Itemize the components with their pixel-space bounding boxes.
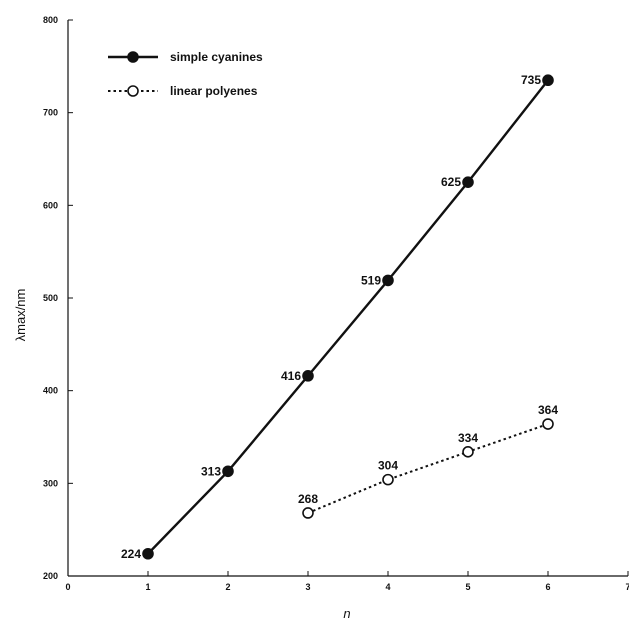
data-point-linear-polyenes-5 — [462, 446, 474, 458]
data-point-simple-cyanines-5 — [462, 176, 474, 188]
data-point-simple-cyanines-6 — [542, 74, 554, 87]
data-label-linear-polyenes-5: 334 — [458, 431, 478, 445]
y-tick-label-200: 200 — [43, 571, 58, 581]
series-line-simple-cyanines — [147, 79, 549, 555]
y-tick-label-500: 500 — [43, 293, 58, 303]
data-label-simple-cyanines-1: 224 — [121, 547, 141, 561]
data-point-linear-polyenes-3 — [302, 507, 314, 519]
data-point-simple-cyanines-1 — [142, 547, 154, 560]
x-tick-label-7: 7 — [625, 582, 629, 592]
legend-label-simple-cyanines: simple cyanines — [170, 50, 263, 64]
data-label-simple-cyanines-3: 416 — [281, 369, 301, 383]
y-tick-label-300: 300 — [43, 478, 58, 488]
data-label-simple-cyanines-5: 625 — [441, 175, 461, 189]
x-axis-title: n — [343, 606, 350, 619]
data-label-simple-cyanines-4: 519 — [361, 273, 381, 287]
series-line-linear-polyenes — [307, 423, 549, 514]
x-tick-label-5: 5 — [465, 582, 470, 592]
y-tick-label-700: 700 — [43, 108, 58, 118]
data-label-linear-polyenes-4: 304 — [378, 459, 398, 473]
data-label-simple-cyanines-6: 735 — [521, 73, 541, 87]
y-tick-label-800: 800 — [43, 15, 58, 25]
data-labels: 224 313 416 519 625 735 268 304 334 364 — [121, 73, 558, 561]
x-tick-label-2: 2 — [225, 582, 230, 592]
y-tick-label-600: 600 — [43, 200, 58, 210]
series-lines — [142, 74, 554, 560]
y-axis-title: λmax/nm — [13, 289, 28, 342]
data-point-simple-cyanines-4 — [382, 274, 394, 287]
x-tick-label-1: 1 — [145, 582, 150, 592]
legend-marker-linear-polyenes — [127, 85, 139, 97]
data-label-linear-polyenes-3: 268 — [298, 492, 318, 506]
x-tick-label-0: 0 — [65, 582, 70, 592]
data-point-linear-polyenes-6 — [542, 418, 554, 430]
data-label-simple-cyanines-2: 313 — [201, 464, 221, 478]
axes — [67, 20, 628, 577]
x-tick-label-4: 4 — [385, 582, 390, 592]
axis-ticks: 0 1 2 3 4 5 6 7 200 300 400 500 600 700 800 — [43, 15, 629, 592]
data-point-linear-polyenes-4 — [382, 473, 394, 486]
x-tick-label-6: 6 — [545, 582, 550, 592]
legend-label-linear-polyenes: linear polyenes — [170, 84, 258, 98]
legend-marker-simple-cyanines — [127, 51, 139, 63]
data-point-simple-cyanines-2 — [222, 465, 234, 478]
x-tick-label-3: 3 — [305, 582, 310, 592]
legend: simple cyanines linear polyenes — [108, 50, 263, 98]
data-point-simple-cyanines-3 — [302, 370, 314, 382]
data-label-linear-polyenes-6: 364 — [538, 403, 558, 417]
y-tick-label-400: 400 — [43, 386, 58, 396]
